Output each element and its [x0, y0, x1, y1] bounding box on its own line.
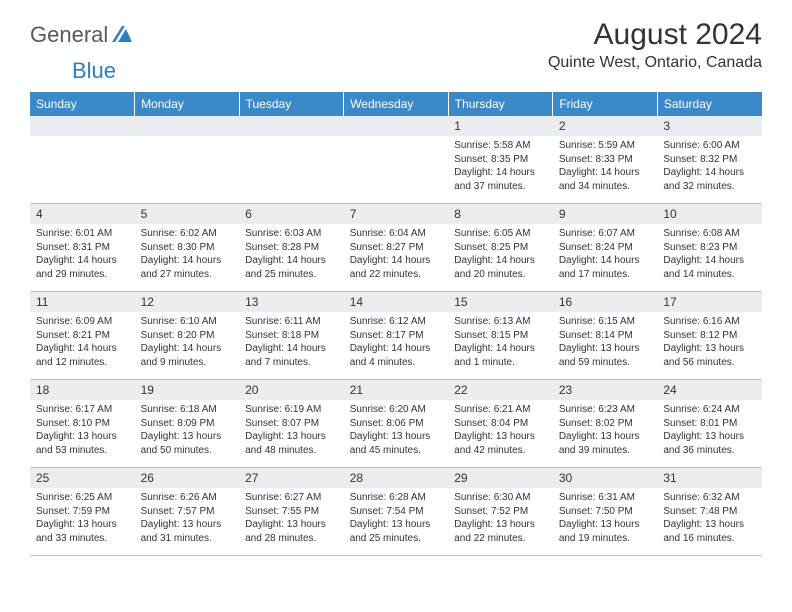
day-info-row: Sunrise: 6:01 AM Sunset: 8:31 PM Dayligh…	[30, 224, 762, 292]
daynum-row: 45678910	[30, 204, 762, 225]
day-number-cell: 9	[553, 204, 658, 225]
day-info-cell	[344, 136, 449, 204]
weekday-header: Wednesday	[344, 92, 449, 116]
day-info-cell: Sunrise: 6:26 AM Sunset: 7:57 PM Dayligh…	[135, 488, 240, 556]
day-info-row: Sunrise: 6:25 AM Sunset: 7:59 PM Dayligh…	[30, 488, 762, 556]
day-info-cell: Sunrise: 6:10 AM Sunset: 8:20 PM Dayligh…	[135, 312, 240, 380]
day-info-cell: Sunrise: 6:09 AM Sunset: 8:21 PM Dayligh…	[30, 312, 135, 380]
day-number-cell: 27	[239, 468, 344, 489]
day-info-cell: Sunrise: 6:03 AM Sunset: 8:28 PM Dayligh…	[239, 224, 344, 292]
day-number-cell: 11	[30, 292, 135, 313]
day-info-cell: Sunrise: 5:58 AM Sunset: 8:35 PM Dayligh…	[448, 136, 553, 204]
brand-logo: General	[30, 22, 134, 48]
day-number-cell: 7	[344, 204, 449, 225]
brand-text-general: General	[30, 22, 108, 48]
day-info-cell: Sunrise: 5:59 AM Sunset: 8:33 PM Dayligh…	[553, 136, 658, 204]
day-number-cell: 6	[239, 204, 344, 225]
day-number-cell: 12	[135, 292, 240, 313]
day-number-cell: 14	[344, 292, 449, 313]
day-number-cell: 4	[30, 204, 135, 225]
day-number-cell: 8	[448, 204, 553, 225]
day-info-cell: Sunrise: 6:15 AM Sunset: 8:14 PM Dayligh…	[553, 312, 658, 380]
day-info-cell: Sunrise: 6:27 AM Sunset: 7:55 PM Dayligh…	[239, 488, 344, 556]
day-number-cell: 10	[657, 204, 762, 225]
day-number-cell: 22	[448, 380, 553, 401]
day-number-cell: 3	[657, 116, 762, 136]
daynum-row: 18192021222324	[30, 380, 762, 401]
day-number-cell: 29	[448, 468, 553, 489]
day-info-row: Sunrise: 6:09 AM Sunset: 8:21 PM Dayligh…	[30, 312, 762, 380]
day-info-cell: Sunrise: 6:31 AM Sunset: 7:50 PM Dayligh…	[553, 488, 658, 556]
day-info-cell: Sunrise: 6:32 AM Sunset: 7:48 PM Dayligh…	[657, 488, 762, 556]
weekday-header: Sunday	[30, 92, 135, 116]
day-number-cell: 2	[553, 116, 658, 136]
day-number-cell: 30	[553, 468, 658, 489]
daynum-row: 25262728293031	[30, 468, 762, 489]
day-info-cell: Sunrise: 6:07 AM Sunset: 8:24 PM Dayligh…	[553, 224, 658, 292]
day-number-cell: 16	[553, 292, 658, 313]
weekday-header: Thursday	[448, 92, 553, 116]
day-number-cell: 21	[344, 380, 449, 401]
month-title: August 2024	[548, 18, 762, 52]
day-number-cell	[135, 116, 240, 136]
day-number-cell: 18	[30, 380, 135, 401]
day-info-cell	[135, 136, 240, 204]
day-number-cell: 13	[239, 292, 344, 313]
day-info-cell: Sunrise: 6:24 AM Sunset: 8:01 PM Dayligh…	[657, 400, 762, 468]
day-number-cell: 31	[657, 468, 762, 489]
day-info-cell: Sunrise: 6:28 AM Sunset: 7:54 PM Dayligh…	[344, 488, 449, 556]
day-info-cell: Sunrise: 6:12 AM Sunset: 8:17 PM Dayligh…	[344, 312, 449, 380]
weekday-header: Friday	[553, 92, 658, 116]
day-number-cell: 5	[135, 204, 240, 225]
day-number-cell: 19	[135, 380, 240, 401]
day-info-cell: Sunrise: 6:20 AM Sunset: 8:06 PM Dayligh…	[344, 400, 449, 468]
weekday-header: Monday	[135, 92, 240, 116]
day-number-cell: 25	[30, 468, 135, 489]
brand-text-blue: Blue	[72, 58, 116, 84]
day-number-cell	[344, 116, 449, 136]
day-info-cell: Sunrise: 6:05 AM Sunset: 8:25 PM Dayligh…	[448, 224, 553, 292]
day-info-cell	[30, 136, 135, 204]
day-info-cell: Sunrise: 6:19 AM Sunset: 8:07 PM Dayligh…	[239, 400, 344, 468]
day-number-cell: 24	[657, 380, 762, 401]
day-number-cell: 26	[135, 468, 240, 489]
calendar-table: Sunday Monday Tuesday Wednesday Thursday…	[30, 92, 762, 556]
day-info-cell: Sunrise: 6:17 AM Sunset: 8:10 PM Dayligh…	[30, 400, 135, 468]
day-number-cell	[239, 116, 344, 136]
day-info-cell: Sunrise: 6:11 AM Sunset: 8:18 PM Dayligh…	[239, 312, 344, 380]
day-info-cell: Sunrise: 6:02 AM Sunset: 8:30 PM Dayligh…	[135, 224, 240, 292]
day-info-cell: Sunrise: 6:01 AM Sunset: 8:31 PM Dayligh…	[30, 224, 135, 292]
day-number-cell: 17	[657, 292, 762, 313]
day-number-cell: 28	[344, 468, 449, 489]
day-info-cell: Sunrise: 6:08 AM Sunset: 8:23 PM Dayligh…	[657, 224, 762, 292]
brand-mark-icon	[112, 26, 132, 47]
day-info-cell: Sunrise: 6:16 AM Sunset: 8:12 PM Dayligh…	[657, 312, 762, 380]
daynum-row: 123	[30, 116, 762, 136]
day-number-cell: 15	[448, 292, 553, 313]
location-text: Quinte West, Ontario, Canada	[548, 54, 762, 72]
day-info-cell: Sunrise: 6:04 AM Sunset: 8:27 PM Dayligh…	[344, 224, 449, 292]
day-info-cell: Sunrise: 6:00 AM Sunset: 8:32 PM Dayligh…	[657, 136, 762, 204]
daynum-row: 11121314151617	[30, 292, 762, 313]
day-info-row: Sunrise: 5:58 AM Sunset: 8:35 PM Dayligh…	[30, 136, 762, 204]
calendar-document: General August 2024 Quinte West, Ontario…	[0, 0, 792, 566]
weekday-header-row: Sunday Monday Tuesday Wednesday Thursday…	[30, 92, 762, 116]
day-number-cell: 1	[448, 116, 553, 136]
day-info-cell: Sunrise: 6:21 AM Sunset: 8:04 PM Dayligh…	[448, 400, 553, 468]
day-info-cell: Sunrise: 6:30 AM Sunset: 7:52 PM Dayligh…	[448, 488, 553, 556]
day-number-cell: 20	[239, 380, 344, 401]
day-info-cell	[239, 136, 344, 204]
day-info-cell: Sunrise: 6:18 AM Sunset: 8:09 PM Dayligh…	[135, 400, 240, 468]
day-info-cell: Sunrise: 6:13 AM Sunset: 8:15 PM Dayligh…	[448, 312, 553, 380]
day-number-cell: 23	[553, 380, 658, 401]
day-info-row: Sunrise: 6:17 AM Sunset: 8:10 PM Dayligh…	[30, 400, 762, 468]
weekday-header: Tuesday	[239, 92, 344, 116]
day-info-cell: Sunrise: 6:23 AM Sunset: 8:02 PM Dayligh…	[553, 400, 658, 468]
weekday-header: Saturday	[657, 92, 762, 116]
day-info-cell: Sunrise: 6:25 AM Sunset: 7:59 PM Dayligh…	[30, 488, 135, 556]
title-block: August 2024 Quinte West, Ontario, Canada	[548, 18, 762, 72]
day-number-cell	[30, 116, 135, 136]
